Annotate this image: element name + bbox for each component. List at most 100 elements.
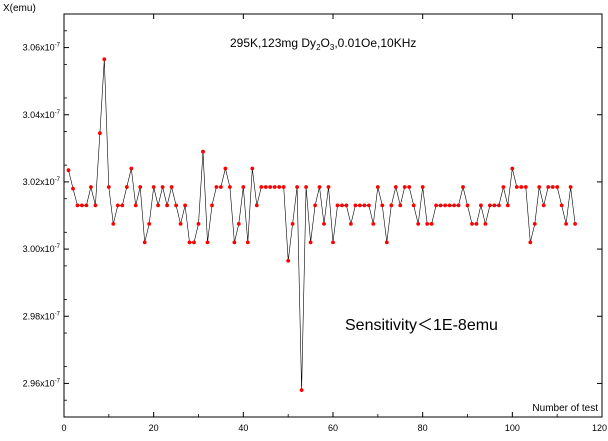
data-point xyxy=(568,185,573,189)
y-tick-label: 2.98x10-7 xyxy=(23,311,61,321)
x-tick-label: 80 xyxy=(418,423,428,433)
data-point xyxy=(66,168,71,173)
data-point xyxy=(501,185,506,189)
data-point xyxy=(232,240,237,245)
data-point xyxy=(358,203,362,208)
data-point xyxy=(340,203,344,208)
y-tick-label: 3.04x10-7 xyxy=(23,110,61,120)
data-point xyxy=(380,203,385,208)
data-point xyxy=(272,185,277,189)
data-point xyxy=(281,185,286,189)
data-point xyxy=(474,222,479,226)
data-point xyxy=(201,149,205,154)
data-point xyxy=(425,222,430,226)
data-point xyxy=(111,222,116,226)
title-sub-2: 2 xyxy=(316,43,321,52)
y-axis-ticks: 2.96x10-7 2.98x10-7 3.00x10-7 3.02x10-7 3.04… xyxy=(23,30,602,401)
data-point xyxy=(555,185,560,189)
data-point xyxy=(492,203,497,208)
data-point xyxy=(344,203,349,208)
data-point xyxy=(452,203,456,208)
data-point xyxy=(169,185,174,189)
data-point xyxy=(89,185,93,189)
data-point xyxy=(115,203,120,208)
title-lead: 295K,123mg Dy xyxy=(230,36,316,50)
data-point xyxy=(178,222,183,226)
data-point xyxy=(483,222,488,226)
data-point xyxy=(75,203,80,208)
data-point xyxy=(174,203,179,208)
data-point xyxy=(98,131,102,136)
title-tail: ,0.01Oe,10KHz xyxy=(334,36,416,50)
data-point xyxy=(532,222,537,226)
data-point xyxy=(438,203,443,208)
x-tick-label: 100 xyxy=(505,423,520,433)
data-point xyxy=(528,240,533,245)
data-point xyxy=(156,203,161,208)
x-tick-label: 0 xyxy=(61,423,66,433)
data-point xyxy=(322,222,326,226)
data-point xyxy=(461,185,465,189)
data-point xyxy=(120,203,125,208)
data-point xyxy=(429,222,434,226)
data-point xyxy=(488,203,492,208)
data-point xyxy=(133,203,138,208)
data-point xyxy=(308,240,313,245)
data-point xyxy=(304,185,308,189)
data-point xyxy=(313,203,317,208)
data-point xyxy=(550,185,555,189)
x-tick-label: 60 xyxy=(328,423,338,433)
data-point xyxy=(497,203,501,208)
data-point xyxy=(142,240,147,245)
data-point xyxy=(514,185,519,189)
data-point xyxy=(393,185,398,189)
data-point xyxy=(138,185,143,189)
data-point xyxy=(147,222,152,226)
data-point xyxy=(331,240,335,245)
data-point xyxy=(573,222,577,226)
data-point xyxy=(375,185,380,189)
data-point xyxy=(295,185,299,189)
data-point xyxy=(465,203,470,208)
data-point xyxy=(541,203,546,208)
y-tick-label: 2.96x10-7 xyxy=(23,378,61,388)
data-point xyxy=(228,185,232,189)
data-point xyxy=(447,203,452,208)
data-point xyxy=(93,203,98,208)
y-axis-label: X(emu) xyxy=(3,3,36,14)
y-tick-label: 3.06x10-7 xyxy=(23,43,61,53)
data-point xyxy=(371,222,376,226)
title-mid: O xyxy=(321,36,330,50)
data-point xyxy=(326,185,331,189)
x-axis-label: Number of test xyxy=(532,403,598,414)
data-point xyxy=(84,203,89,208)
data-point xyxy=(259,185,264,189)
data-point xyxy=(505,203,510,208)
data-point xyxy=(245,240,250,245)
data-point xyxy=(470,222,474,226)
data-point xyxy=(564,222,568,226)
data-point xyxy=(192,240,196,245)
y-tick-label: 3.00x10-7 xyxy=(23,244,61,254)
data-point xyxy=(384,240,389,245)
data-point xyxy=(214,185,219,189)
data-point xyxy=(411,203,416,208)
data-point xyxy=(407,185,412,189)
data-point xyxy=(389,203,394,208)
plot-frame xyxy=(63,13,603,418)
data-point xyxy=(362,203,367,208)
data-point xyxy=(479,203,483,208)
data-point xyxy=(519,185,524,189)
data-point xyxy=(299,388,304,392)
data-point xyxy=(210,203,214,208)
data-point xyxy=(510,166,515,171)
x-tick-label: 20 xyxy=(149,423,159,433)
data-point xyxy=(254,203,259,208)
data-point xyxy=(205,240,210,245)
data-point xyxy=(537,185,542,189)
data-point xyxy=(353,203,358,208)
data-point xyxy=(183,203,188,208)
data-points xyxy=(66,57,577,392)
data-point xyxy=(523,185,528,189)
data-point xyxy=(335,203,340,208)
